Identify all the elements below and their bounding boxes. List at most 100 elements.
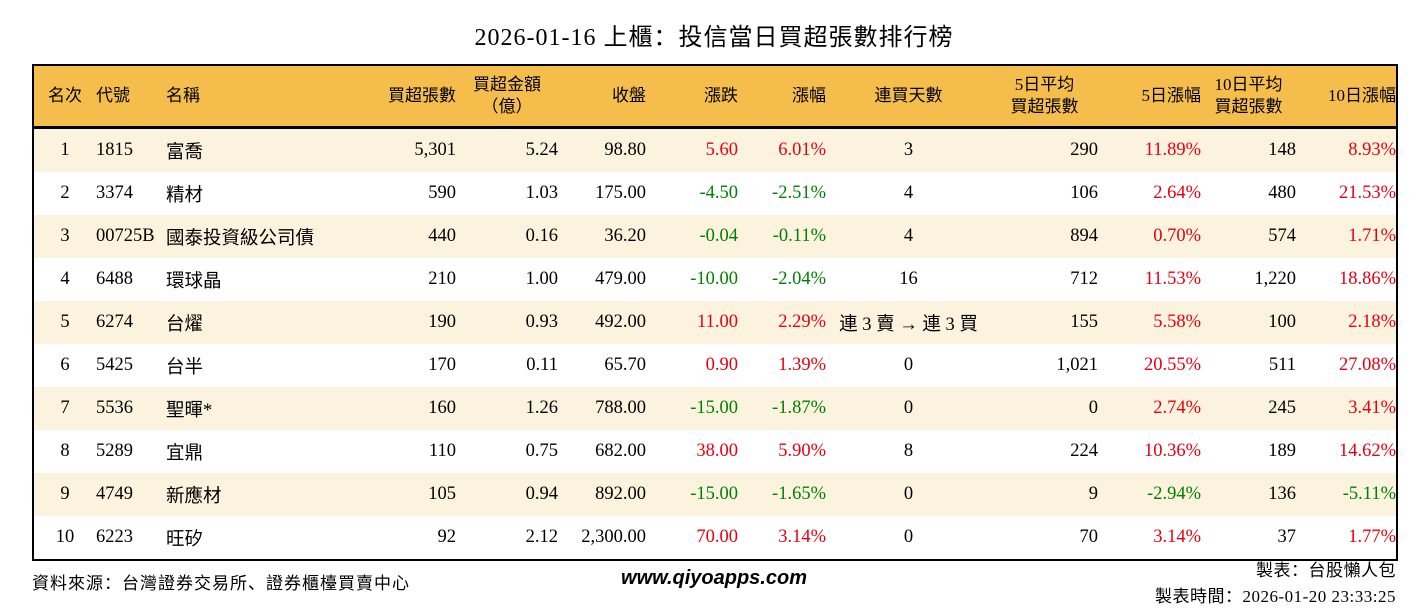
table-cell: 1.77% bbox=[1348, 527, 1396, 547]
table-row: 1 1815 富喬 5,301 5.24 98.80 5.60 6.01% 3 290 11.89%… bbox=[33, 127, 1397, 172]
table-cell: -1.87% bbox=[738, 387, 826, 430]
table-cell: 1.71% bbox=[1296, 215, 1397, 258]
table-cell: 479.00 bbox=[595, 269, 646, 289]
table-cell: 590 bbox=[428, 183, 456, 203]
table-cell: 2.74% bbox=[1098, 387, 1201, 430]
table-cell: 00725B bbox=[96, 215, 166, 258]
table-cell: 98.80 bbox=[558, 127, 646, 172]
table-body: 1 1815 富喬 5,301 5.24 98.80 5.60 6.01% 3 290 11.89%… bbox=[33, 127, 1397, 561]
table-cell: 14.62% bbox=[1338, 441, 1396, 461]
table-cell: 1,021 bbox=[1056, 355, 1098, 375]
table-cell: -0.11% bbox=[738, 215, 826, 258]
table-cell: 6 bbox=[60, 355, 70, 375]
table-cell: 894 bbox=[991, 215, 1098, 258]
table-cell: 440 bbox=[346, 215, 456, 258]
table-cell: 21.53% bbox=[1338, 183, 1396, 203]
table-cell: 70.00 bbox=[696, 527, 738, 547]
table-cell: 2.18% bbox=[1296, 301, 1397, 344]
table-cell: 682.00 bbox=[595, 441, 646, 461]
table-cell: 8 bbox=[903, 441, 914, 461]
table-row: 6 5425 台半 170 0.11 65.70 0.90 1.39% 0 1,021 20.55%… bbox=[33, 344, 1397, 387]
table-cell: 精材 bbox=[166, 185, 204, 206]
table-row: 7 5536 聖暉* 160 1.26 788.00 -15.00 -1.87% 0 0 2.74%… bbox=[33, 387, 1397, 430]
table-cell: 1.03 bbox=[525, 183, 558, 203]
column-header: 代號 bbox=[96, 65, 166, 129]
table-row: 5 6274 台燿 190 0.93 492.00 11.00 2.29% 連 3 賣 → 連 … bbox=[33, 301, 1397, 344]
table-cell: 0.16 bbox=[456, 215, 558, 258]
table-cell: 16 bbox=[899, 269, 918, 289]
table-cell: 3 bbox=[826, 127, 991, 172]
table-cell: 27.08% bbox=[1338, 355, 1396, 375]
table-cell: -10.00 bbox=[690, 269, 738, 289]
table-cell: 148 bbox=[1201, 127, 1296, 172]
table-cell: 11.89% bbox=[1098, 127, 1201, 172]
column-header: 5日平均 買超張數 bbox=[991, 65, 1098, 129]
table-cell: 5.58% bbox=[1098, 301, 1201, 344]
table-cell: 3 bbox=[33, 215, 96, 258]
table-cell: -2.94% bbox=[1098, 473, 1201, 516]
table-cell: 0.93 bbox=[456, 301, 558, 344]
table-cell: 105 bbox=[346, 473, 456, 516]
table-cell: 3.41% bbox=[1296, 387, 1397, 430]
table-cell: 宜鼎 bbox=[166, 443, 204, 464]
table-cell: 190 bbox=[346, 301, 456, 344]
table-cell: 38.00 bbox=[696, 441, 738, 461]
table-cell: 11.53% bbox=[1144, 269, 1201, 289]
table-row: 2 3374 精材 590 1.03 175.00 -4.50 -2.51% 4 106 2.64%… bbox=[33, 172, 1397, 215]
table-cell: 574 bbox=[1201, 215, 1296, 258]
credit-block: 製表：台股懶人包 製表時間：2026-01-20 23:33:25 bbox=[1155, 558, 1396, 610]
table-cell: 1 bbox=[33, 127, 96, 172]
table-cell: 5425 bbox=[96, 355, 133, 375]
table-cell: 聖暉* bbox=[166, 387, 346, 430]
table-cell: 290 bbox=[991, 127, 1098, 172]
table-cell: 0 bbox=[903, 355, 914, 375]
table-cell: 0 bbox=[903, 527, 914, 547]
ranking-table: 名次 代號 名稱 買超張數 買超金額 （億） 收盤 漲跌 漲幅 連買天數 5日平均 買超張數 5日漲… bbox=[32, 64, 1398, 561]
table-row: 9 4749 新應材 105 0.94 892.00 -15.00 -1.65% 0 9 -2.94… bbox=[33, 473, 1397, 516]
table-cell: 連 3 賣 → 連 3 買 bbox=[826, 301, 991, 344]
website-watermark: www.qiyoapps.com bbox=[621, 567, 807, 589]
table-cell: 2 bbox=[60, 183, 70, 203]
column-header: 連買天數 bbox=[826, 65, 991, 129]
table-cell: 5.24 bbox=[456, 127, 558, 172]
column-header: 漲幅 bbox=[738, 65, 826, 129]
table-cell: 2.12 bbox=[525, 527, 558, 547]
table-cell: 富喬 bbox=[166, 127, 346, 172]
table-cell: 新應材 bbox=[166, 473, 346, 516]
table-cell: 1.26 bbox=[456, 387, 558, 430]
table-cell: 1815 bbox=[96, 127, 166, 172]
table-cell: -5.11% bbox=[1296, 473, 1397, 516]
table-cell: 2.29% bbox=[738, 301, 826, 344]
table-cell: 4 bbox=[826, 215, 991, 258]
table-cell: -2.51% bbox=[772, 183, 826, 203]
table-cell: 892.00 bbox=[558, 473, 646, 516]
table-cell: 5.60 bbox=[646, 127, 738, 172]
table-cell: 國泰投資級公司債 bbox=[166, 215, 346, 258]
table-cell: -4.50 bbox=[699, 183, 738, 203]
table-cell: 9 bbox=[33, 473, 96, 516]
table-cell: 11.00 bbox=[646, 301, 738, 344]
table-cell: 170 bbox=[428, 355, 456, 375]
table-cell: 20.55% bbox=[1143, 355, 1201, 375]
table-cell: -15.00 bbox=[646, 387, 738, 430]
table-cell: 0.70% bbox=[1098, 215, 1201, 258]
table-cell: 65.70 bbox=[604, 355, 646, 375]
table-cell: 9 bbox=[991, 473, 1098, 516]
table-cell: 6488 bbox=[96, 269, 133, 289]
table-cell: 6274 bbox=[96, 301, 166, 344]
table-cell: 1.39% bbox=[778, 355, 826, 375]
table-cell: 0.75 bbox=[525, 441, 558, 461]
table-cell: 0.94 bbox=[456, 473, 558, 516]
table-cell: 0 bbox=[826, 387, 991, 430]
table-cell: 10 bbox=[55, 527, 75, 547]
table-cell: 4 bbox=[60, 269, 70, 289]
table-cell: 3.14% bbox=[778, 527, 826, 547]
table-cell: 環球晶 bbox=[166, 271, 222, 292]
page-title: 2026-01-16 上櫃：投信當日買超張數排行榜 bbox=[474, 25, 954, 51]
table-cell: 160 bbox=[346, 387, 456, 430]
header-row: 名次 代號 名稱 買超張數 買超金額 （億） 收盤 漲跌 漲幅 連買天數 5日平均 買超張數 5日漲… bbox=[33, 65, 1397, 129]
table-cell: 18.86% bbox=[1338, 269, 1396, 289]
table-cell: 6.01% bbox=[738, 127, 826, 172]
table-row: 10 6223 旺矽 92 2.12 2,300.00 70.00 3.14% 0 70 3.14%… bbox=[33, 516, 1397, 560]
table-cell: 4 bbox=[903, 183, 914, 203]
